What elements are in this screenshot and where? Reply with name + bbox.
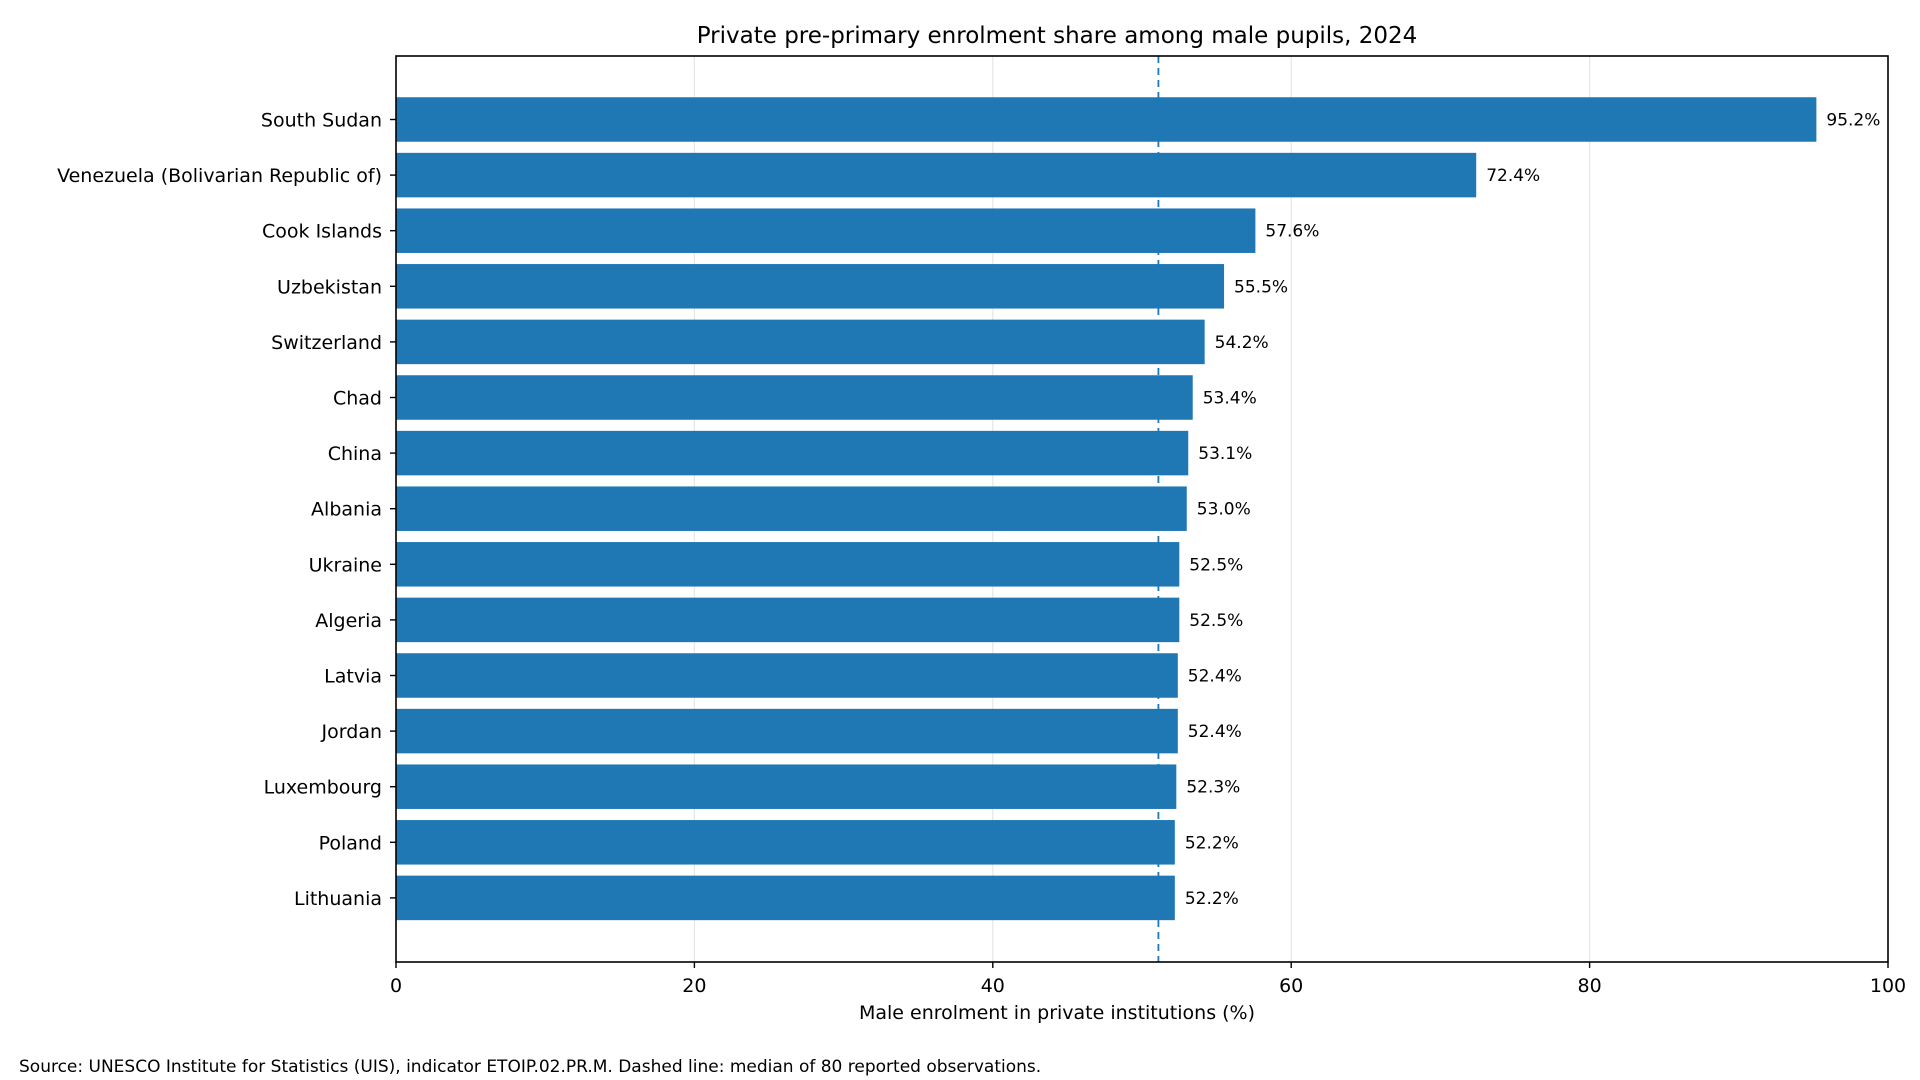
data-label-10: 52.4% xyxy=(1188,667,1242,687)
data-label-4: 54.2% xyxy=(1215,333,1269,353)
data-label-0: 95.2% xyxy=(1826,111,1880,131)
category-label-6: China xyxy=(328,443,382,465)
category-label-10: Latvia xyxy=(324,666,382,688)
chart-title: Private pre-primary enrolment share amon… xyxy=(697,23,1418,49)
category-label-11: Jordan xyxy=(321,721,382,743)
data-label-3: 55.5% xyxy=(1234,277,1288,297)
data-label-2: 57.6% xyxy=(1265,222,1319,242)
bar-6 xyxy=(396,430,1189,476)
bar-2 xyxy=(396,208,1256,253)
data-label-12: 52.3% xyxy=(1186,778,1240,798)
x-tick-label-3: 60 xyxy=(1279,975,1303,997)
category-label-0: South Sudan xyxy=(261,110,382,132)
source-note: Source: UNESCO Institute for Statistics … xyxy=(19,1057,1042,1077)
data-label-5: 53.4% xyxy=(1203,389,1257,409)
data-label-1: 72.4% xyxy=(1486,166,1540,186)
category-label-9: Algeria xyxy=(315,610,382,632)
y-axis: South Sudan Venezuela (Bolivarian Republi… xyxy=(57,110,396,910)
data-label-8: 52.5% xyxy=(1189,555,1243,575)
bar-14 xyxy=(396,875,1175,921)
category-label-8: Ukraine xyxy=(309,554,382,576)
bar-7 xyxy=(396,486,1187,531)
bar-11 xyxy=(396,708,1178,754)
category-label-5: Chad xyxy=(333,388,382,410)
x-tick-label-4: 80 xyxy=(1578,975,1602,997)
bar-13 xyxy=(396,820,1175,865)
bar-3 xyxy=(396,264,1225,309)
bar-5 xyxy=(396,375,1193,420)
x-tick-label-2: 40 xyxy=(981,975,1005,997)
data-labels: 95.2% 72.4% 57.6% 55.5% 54.2% 53.4% 53.1% 53.0%… xyxy=(1185,111,1881,909)
category-label-13: Poland xyxy=(319,832,382,854)
x-tick-label-5: 100 xyxy=(1870,975,1906,997)
category-label-7: Albania xyxy=(311,499,382,521)
bar-10 xyxy=(396,653,1178,698)
bar-1 xyxy=(396,152,1477,198)
data-label-9: 52.5% xyxy=(1189,611,1243,631)
data-label-11: 52.4% xyxy=(1188,722,1242,742)
bars xyxy=(396,97,1817,921)
category-label-3: Uzbekistan xyxy=(277,276,382,298)
bar-12 xyxy=(396,764,1177,809)
bar-9 xyxy=(396,597,1180,643)
x-axis-label: Male enrolment in private institutions (… xyxy=(859,1002,1255,1024)
x-tick-label-0: 0 xyxy=(390,975,402,997)
category-label-1: Venezuela (Bolivarian Republic of) xyxy=(57,165,382,187)
bar-0 xyxy=(396,97,1817,142)
category-label-4: Switzerland xyxy=(271,332,382,354)
bar-4 xyxy=(396,319,1205,365)
x-tick-label-1: 20 xyxy=(682,975,706,997)
bar-8 xyxy=(396,542,1180,587)
data-label-13: 52.2% xyxy=(1185,833,1239,853)
x-axis: 0 20 40 60 80 100 xyxy=(390,962,1906,997)
category-label-12: Luxembourg xyxy=(264,777,382,799)
data-label-7: 53.0% xyxy=(1197,500,1251,520)
data-label-14: 52.2% xyxy=(1185,889,1239,909)
data-label-6: 53.1% xyxy=(1198,444,1252,464)
category-label-2: Cook Islands xyxy=(262,221,382,243)
category-label-14: Lithuania xyxy=(294,888,382,910)
